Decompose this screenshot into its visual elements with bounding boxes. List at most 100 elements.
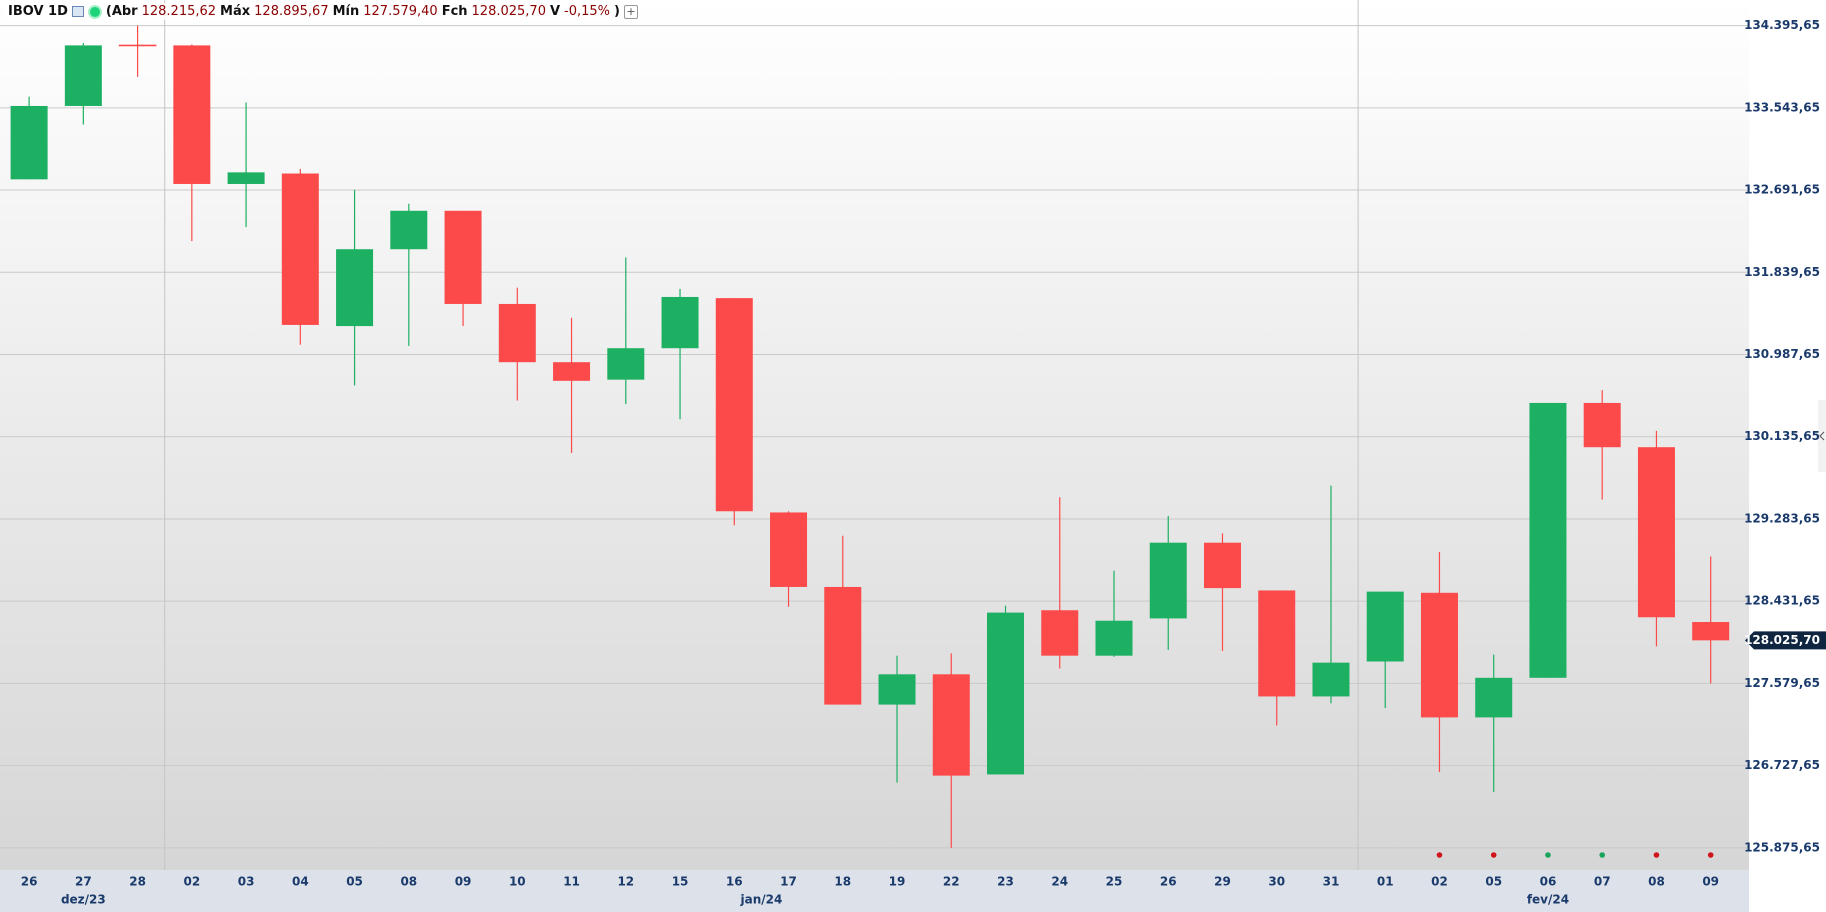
- candle-body: [1692, 622, 1730, 641]
- candle-body: [824, 586, 862, 705]
- y-tick-label: 128.431,65: [1744, 594, 1820, 608]
- candle-body: [1366, 591, 1404, 662]
- candle-body: [227, 172, 265, 184]
- signal-dot: [1707, 852, 1714, 858]
- candle-body: [281, 173, 319, 325]
- candle-body: [987, 612, 1025, 775]
- side-handle[interactable]: [1818, 400, 1826, 472]
- candle-body: [770, 512, 808, 587]
- candle-body: [553, 362, 591, 381]
- x-tick-label: 28: [129, 875, 146, 889]
- x-tick-label: 31: [1323, 875, 1340, 889]
- signal-dot: [1599, 852, 1606, 858]
- y-tick-label: 130.987,65: [1744, 347, 1820, 361]
- last-price-label: 128.025,70: [1744, 633, 1820, 647]
- symbol[interactable]: IBOV 1D: [8, 4, 68, 19]
- open-value: 128.215,62: [141, 4, 217, 19]
- candle-body: [1583, 402, 1621, 448]
- candle-body: [118, 44, 157, 47]
- candle-body: [1420, 592, 1458, 718]
- x-tick-label: 02: [183, 875, 200, 889]
- x-tick-label: 03: [238, 875, 255, 889]
- change-label: V: [549, 4, 561, 19]
- status-dot: [87, 4, 102, 19]
- x-tick-label: 06: [1540, 875, 1557, 889]
- x-tick-label: 26: [21, 875, 38, 889]
- x-tick-label: 01: [1377, 875, 1394, 889]
- x-tick-label: 25: [1106, 875, 1123, 889]
- plot-background: [0, 0, 1749, 870]
- x-tick-label: 10: [509, 875, 526, 889]
- y-tick-label: 131.839,65: [1744, 265, 1820, 279]
- y-tick-label: 129.283,65: [1744, 511, 1820, 525]
- candle-body: [607, 348, 645, 380]
- change-value: -0,15%: [564, 4, 611, 19]
- y-tick-label: 126.727,65: [1744, 758, 1820, 772]
- x-tick-label: 22: [943, 875, 960, 889]
- month-label: fev/24: [1527, 893, 1569, 907]
- x-tick-label: 04: [292, 875, 309, 889]
- y-tick-label: 130.135,65: [1744, 429, 1820, 443]
- add-button[interactable]: +: [623, 4, 638, 19]
- x-tick-label: 27: [75, 875, 92, 889]
- high-label: Máx: [220, 4, 251, 19]
- x-tick-label: 05: [1485, 875, 1502, 889]
- header: IBOV 1D (Abr 128.215,62 Máx 128.895,67 M…: [5, 3, 641, 20]
- candle-body: [932, 674, 970, 776]
- candle-body: [661, 296, 699, 349]
- high-value: 128.895,67: [254, 4, 329, 19]
- candle-body: [1203, 542, 1241, 589]
- header-end: ): [614, 4, 620, 19]
- candle-body: [498, 303, 536, 363]
- open-label: (Abr: [105, 4, 138, 19]
- x-tick-label: 05: [346, 875, 363, 889]
- candle-body: [1529, 402, 1567, 678]
- x-axis-strip: [0, 870, 1749, 912]
- candle-body: [878, 674, 916, 705]
- y-tick-label: 133.543,65: [1744, 100, 1820, 114]
- signal-dot: [1490, 852, 1497, 858]
- month-label: dez/23: [61, 893, 106, 907]
- candle-body: [1095, 620, 1133, 656]
- close-label: Fch: [441, 4, 468, 19]
- x-tick-label: 12: [617, 875, 634, 889]
- candle-body: [390, 210, 428, 250]
- x-tick-label: 02: [1431, 875, 1448, 889]
- month-label: jan/24: [739, 893, 782, 907]
- candle-body: [1475, 677, 1513, 718]
- chart-icon[interactable]: [71, 6, 84, 17]
- y-tick-label: 125.875,65: [1744, 840, 1820, 854]
- x-tick-label: 08: [1648, 875, 1665, 889]
- x-tick-label: 09: [455, 875, 472, 889]
- x-tick-label: 07: [1594, 875, 1611, 889]
- x-tick-label: 26: [1160, 875, 1177, 889]
- candle-body: [336, 249, 374, 327]
- candle-body: [64, 45, 102, 106]
- y-tick-label: 127.579,65: [1744, 676, 1820, 690]
- y-tick-label: 132.691,65: [1744, 183, 1820, 197]
- candle-body: [444, 210, 482, 304]
- low-value: 127.579,40: [363, 4, 438, 19]
- x-tick-label: 19: [889, 875, 906, 889]
- candle-body: [173, 45, 211, 184]
- x-tick-label: 15: [672, 875, 689, 889]
- candle-body: [1258, 590, 1296, 697]
- x-tick-label: 11: [563, 875, 580, 889]
- last-price-tag: [1745, 631, 1826, 650]
- candle-body: [1041, 610, 1079, 656]
- side-handle-arrow: [1819, 431, 1825, 441]
- x-tick-label: 17: [780, 875, 797, 889]
- candle-body: [715, 298, 753, 512]
- candle-body: [1149, 542, 1187, 619]
- x-tick-label: 29: [1214, 875, 1231, 889]
- x-tick-label: 16: [726, 875, 743, 889]
- x-tick-label: 18: [834, 875, 851, 889]
- candle-body: [1312, 662, 1350, 697]
- signal-dot: [1653, 852, 1660, 858]
- x-tick-label: 23: [997, 875, 1014, 889]
- candle-body: [1637, 447, 1675, 618]
- y-tick-label: 134.395,65: [1744, 18, 1820, 32]
- x-tick-label: 30: [1268, 875, 1285, 889]
